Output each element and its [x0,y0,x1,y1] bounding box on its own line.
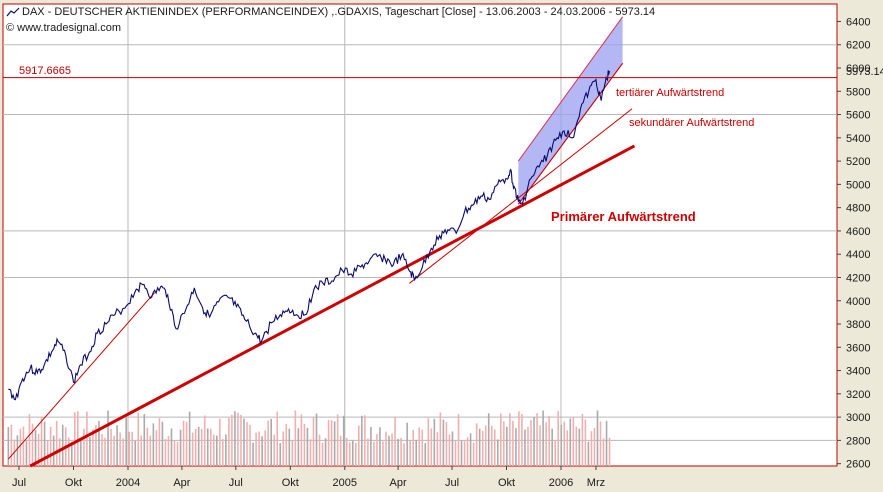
y-tick-label: 4800 [846,203,870,215]
y-tick-label: 4000 [846,296,870,308]
grid [3,4,837,466]
y-tick-label: 5200 [846,156,870,168]
x-tick-label: 2004 [116,477,140,489]
y-tick-label: 3800 [846,319,870,331]
line-chart-icon [6,7,20,17]
annotations: Primärer Aufwärtstrend sekundärer Aufwärt… [551,87,754,224]
x-tick-label: 2006 [549,477,573,489]
x-tick-label: Okt [65,477,82,489]
trendline [409,108,633,284]
x-tick-label: Jul [229,477,243,489]
y-tick-label: 3600 [846,342,870,354]
y-tick-label: 4200 [846,272,870,284]
y-tick-label: 2800 [846,435,870,447]
y-tick-label: 5800 [846,86,870,98]
trendlines [7,63,636,468]
y-tick-label: 5000 [846,179,870,191]
x-axis: Jul Okt 2004 Apr Jul Okt 2005 Apr Jul Okt 2006 Mrz [12,466,605,489]
y-tick-label: 4600 [846,226,870,238]
y-tick-label: 2600 [846,459,870,471]
plot-area [2,3,838,467]
dax-close-line [8,70,611,401]
channel-upper-edge [517,16,624,162]
x-tick-label: Apr [390,477,407,489]
x-tick-label: 2005 [333,477,357,489]
chart-title: DAX - DEUTSCHER AKTIENINDEX (PERFORMANCE… [6,6,655,18]
y-tick-label: 6000 [846,63,870,75]
x-tick-label: Mrz [587,477,605,489]
x-tick-label: Apr [173,477,190,489]
chart-title-text: DAX - DEUTSCHER AKTIENINDEX (PERFORMANCE… [22,6,656,18]
x-tick-label: Okt [498,477,515,489]
y-tick-label: 6400 [846,16,870,28]
x-tick-label: Okt [282,477,299,489]
y-tick-label: 4400 [846,249,870,261]
trendline [7,292,156,460]
label-primary-trend: Primärer Aufwärtstrend [551,209,696,224]
price-line [8,70,611,401]
y-tick-label: 3400 [846,366,870,378]
source-credit: © www.tradesignal.com [6,22,122,34]
x-tick-label: Jul [445,477,459,489]
y-tick-label: 6200 [846,40,870,52]
label-secondary-trend: sekundärer Aufwärtstrend [629,117,754,129]
x-tick-label: Jul [12,477,26,489]
trendline [29,144,636,468]
volume-bars [7,410,611,466]
y-tick-label: 5600 [846,110,870,122]
trendline [517,63,624,205]
y-axis: 2600 2800 3000 3200 3400 3600 3800 4000 4200 4400… [837,16,883,471]
label-tertiary-trend: tertiärer Aufwärtstrend [616,87,724,99]
y-tick-label: 3000 [846,412,870,424]
y-tick-label: 5400 [846,133,870,145]
last-value-label: 5973.14 [846,66,883,78]
y-tick-label: 3200 [846,389,870,401]
reference-line-label: 5917.6665 [19,65,71,77]
